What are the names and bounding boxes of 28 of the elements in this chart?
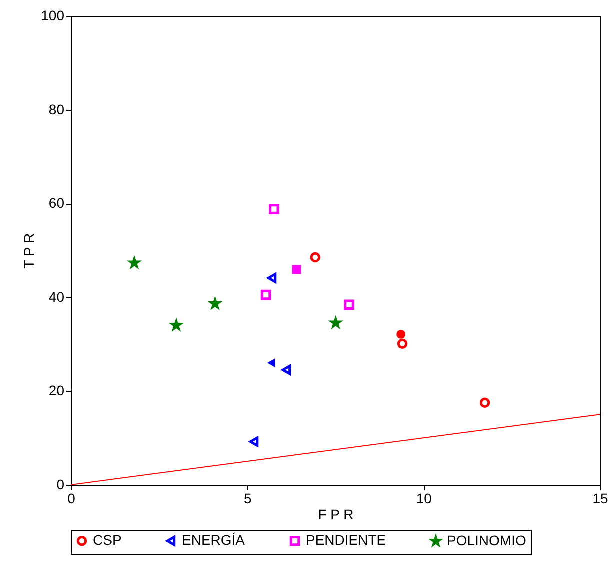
x-tick-label: 15 [592,490,608,506]
point [260,290,272,300]
point [267,358,276,368]
point [267,273,277,284]
point [397,338,408,349]
y-tick-label: 100 [41,8,65,24]
y-tick-label: 80 [48,101,65,118]
x-tick-label: 10 [416,490,432,506]
legend-label: ENERGÍA [182,532,246,548]
legend-label: PENDIENTE [306,532,386,548]
point [344,300,354,310]
x-tick-label: 0 [68,490,76,506]
point [269,204,280,214]
point [282,364,292,376]
y-axis-title: T P R [21,233,38,269]
y-tick-label: 20 [48,382,65,399]
y-tick-label: 40 [48,288,65,305]
legend-label: POLINOMIO [447,532,526,548]
point [310,252,321,263]
x-tick-label: 5 [244,490,252,506]
point [480,398,490,408]
legend-label: CSP [93,532,122,548]
point [249,436,259,447]
point [396,330,406,339]
point [292,265,302,274]
y-tick-label: 0 [56,476,65,492]
x-axis-title: F P R [318,506,354,522]
y-tick-label: 60 [48,195,65,212]
